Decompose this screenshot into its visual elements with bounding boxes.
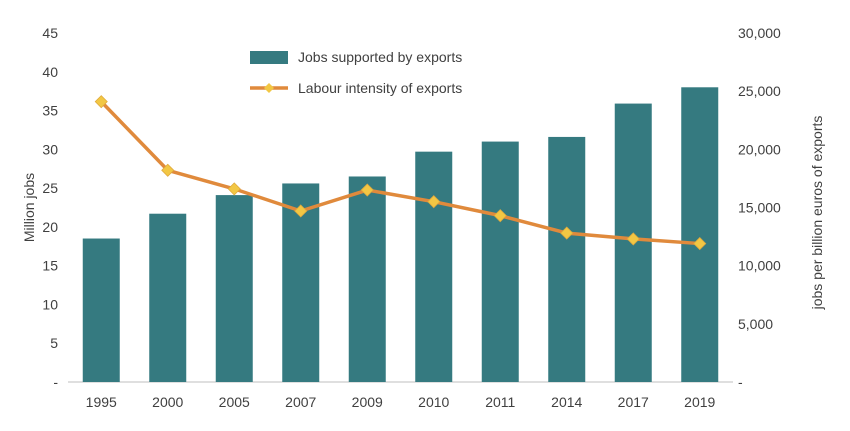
- y-left-tick-label: 25: [42, 180, 58, 196]
- y-left-tick-label: 15: [42, 258, 58, 274]
- x-tick-label: 2007: [285, 394, 316, 410]
- y-right-tick-label: 5,000: [738, 316, 773, 332]
- line-point-1995: [94, 95, 108, 109]
- y-right-tick-label: 30,000: [738, 25, 781, 41]
- y-left-tick-label: 30: [42, 141, 58, 157]
- line-point-2017: [626, 232, 640, 246]
- bar-2010: [415, 151, 453, 382]
- y-right-tick-label: 20,000: [738, 141, 781, 157]
- x-tick-label: 2000: [152, 394, 183, 410]
- legend-label-labour: Labour intensity of exports: [298, 80, 462, 96]
- x-tick-label: 2005: [219, 394, 250, 410]
- line-point-2014: [560, 226, 574, 240]
- y-right-tick-label: 15,000: [738, 200, 781, 216]
- y-left-tick-label: -: [53, 374, 58, 390]
- bar-2009: [348, 176, 386, 382]
- bar-2000: [149, 213, 187, 382]
- y-right-tick-label: 10,000: [738, 258, 781, 274]
- y-left-tick-label: 10: [42, 296, 58, 312]
- legend-label-jobs: Jobs supported by exports: [298, 49, 462, 65]
- line-point-2011: [493, 209, 507, 223]
- line-point-2000: [161, 163, 175, 177]
- bar-1995: [82, 238, 120, 382]
- y-left-tick-label: 5: [50, 335, 58, 351]
- bar-2005: [215, 195, 253, 382]
- line-point-2005: [227, 182, 241, 196]
- legend-swatch-diamond: [264, 83, 274, 93]
- x-tick-label: 1995: [86, 394, 117, 410]
- line-point-2019: [693, 236, 707, 251]
- y-left-tick-label: 20: [42, 219, 58, 235]
- legend-swatch-jobs: [250, 51, 288, 64]
- line-point-2010: [427, 195, 441, 209]
- line-point-2009: [360, 183, 374, 197]
- x-tick-label: 2019: [684, 394, 715, 410]
- y-right-tick-label: 25,000: [738, 83, 781, 99]
- y-right-axis-title: jobs per billion euros of exports: [809, 116, 825, 311]
- x-tick-label: 2014: [551, 394, 582, 410]
- y-left-tick-label: 40: [42, 64, 58, 80]
- bar-2019: [681, 87, 719, 383]
- x-tick-label: 2009: [352, 394, 383, 410]
- y-left-tick-label: 35: [42, 103, 58, 119]
- y-left-axis-title: Million jobs: [21, 173, 37, 242]
- bar-2014: [548, 136, 586, 382]
- x-tick-label: 2017: [618, 394, 649, 410]
- x-tick-label: 2011: [485, 394, 515, 410]
- x-tick-label: 2010: [418, 394, 449, 410]
- y-right-tick-label: -: [738, 374, 743, 390]
- y-left-tick-label: 45: [42, 25, 58, 41]
- bar-2011: [481, 141, 519, 382]
- line-labour-intensity: [99, 100, 700, 246]
- line-point-2007: [294, 204, 308, 218]
